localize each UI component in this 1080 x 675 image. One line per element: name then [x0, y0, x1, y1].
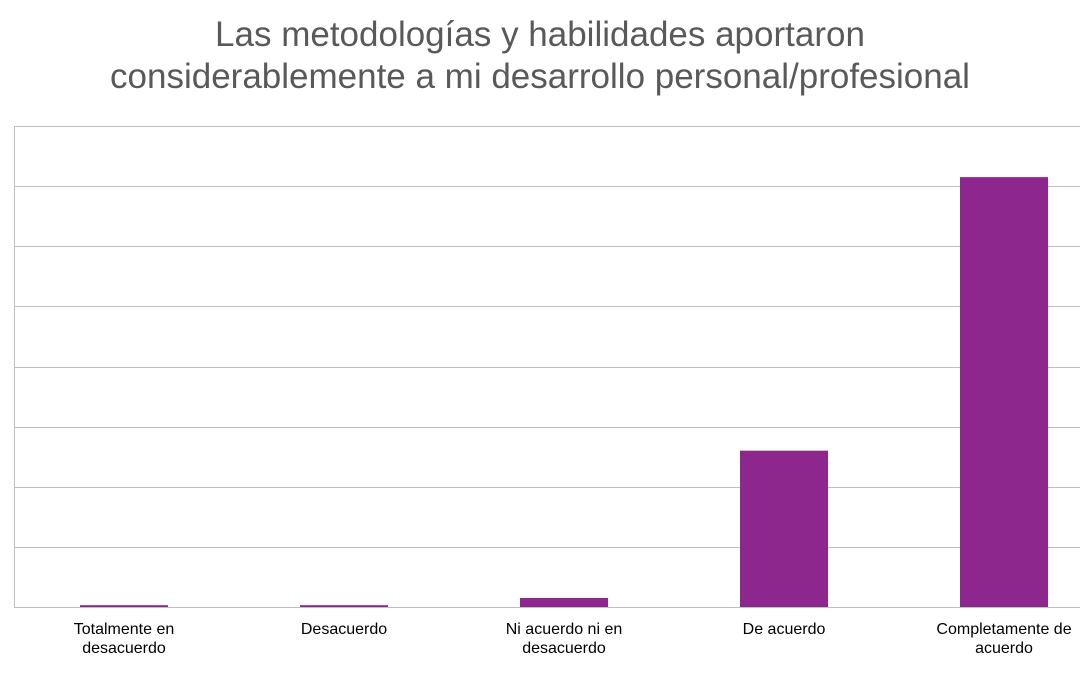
x-tick-label-line: Desacuerdo	[300, 621, 388, 638]
bar	[300, 605, 388, 607]
x-tick-label-line: acuerdo	[975, 640, 1033, 657]
x-axis-labels: Totalmente en desacuerdo Desacuerdo Ni acue…	[0, 616, 1080, 675]
gridlines	[14, 126, 1080, 607]
x-tick-label: Ni acuerdo ni en desacuerdo	[464, 620, 664, 658]
x-tick-label-line: De acuerdo	[742, 621, 826, 638]
x-tick-label: Desacuerdo	[244, 620, 444, 639]
x-tick-label: Totalmente en desacuerdo	[24, 620, 224, 658]
x-tick-label-line: Ni acuerdo ni en	[505, 621, 623, 638]
bar	[520, 597, 608, 607]
bar	[740, 450, 828, 607]
bars	[80, 177, 1048, 607]
chart-title-line-2: considerablemente a mi desarrollo person…	[110, 57, 970, 96]
x-tick-label-line: Totalmente en	[73, 621, 175, 638]
x-tick-label: De acuerdo	[684, 620, 884, 639]
chart-title-line-1: Las metodologías y habilidades aportaron	[215, 15, 865, 54]
bar	[960, 177, 1048, 607]
x-tick-label: Completamente de acuerdo	[904, 620, 1080, 658]
x-tick-label-line: Completamente de	[936, 621, 1072, 638]
chart-title: Las metodologías y habilidades aportaron…	[0, 14, 1080, 98]
bar	[80, 605, 168, 607]
x-tick-label-line: desacuerdo	[522, 640, 606, 657]
x-tick-label-line: desacuerdo	[82, 640, 166, 657]
